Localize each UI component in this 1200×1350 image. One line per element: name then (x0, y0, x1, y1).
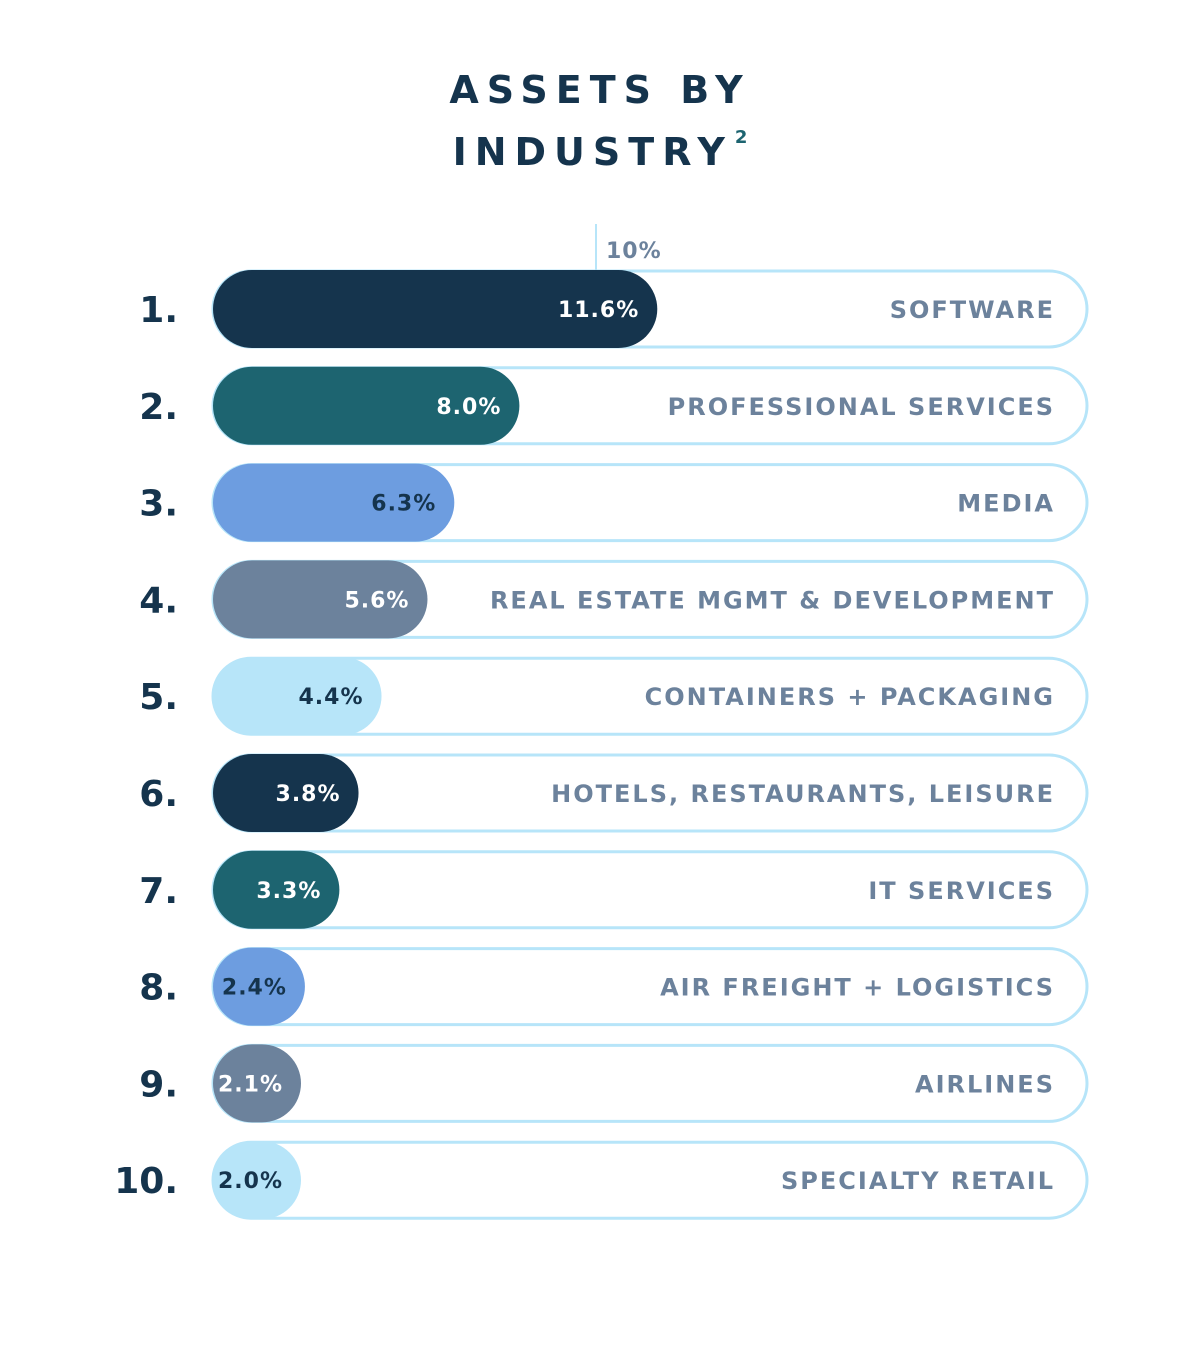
category-label: IT SERVICES (868, 877, 1055, 905)
bar-row: 2.4% AIR FREIGHT + LOGISTICS 8. (139, 947, 1089, 1027)
bar (213, 1141, 301, 1220)
category-label: SOFTWARE (890, 296, 1055, 324)
value-label: 3.3% (256, 879, 321, 904)
bar-row: 2.1% AIRLINES 9. (139, 1043, 1089, 1123)
value-label: 11.6% (558, 298, 639, 323)
value-label: 3.8% (276, 782, 341, 807)
category-label: PROFESSIONAL SERVICES (668, 393, 1055, 421)
bar (213, 754, 359, 832)
chart-title-line-1: ASSETS BY (449, 68, 751, 112)
category-label: REAL ESTATE MGMT & DEVELOPMENT (490, 586, 1055, 614)
rank-label: 3. (139, 484, 178, 525)
rank-label: 8. (139, 968, 178, 1009)
category-label: SPECIALTY RETAIL (781, 1167, 1055, 1195)
chart-title: ASSETS BY INDUSTRY 2 (0, 66, 1200, 176)
title-footnote-marker: 2 (734, 127, 748, 148)
bar-row: 11.6% SOFTWARE 1. (139, 269, 1089, 349)
bar-row: 5.6% REAL ESTATE MGMT & DEVELOPMENT 4. (139, 559, 1089, 639)
category-label: MEDIA (957, 490, 1055, 518)
category-label: AIRLINES (915, 1070, 1055, 1098)
rank-label: 4. (139, 580, 178, 621)
bar-row: 2.0% SPECIALTY RETAIL 10. (114, 1140, 1089, 1220)
bar-row: 4.4% CONTAINERS + PACKAGING 5. (139, 656, 1089, 736)
category-label: AIR FREIGHT + LOGISTICS (660, 974, 1055, 1002)
bar (213, 657, 382, 736)
bar-row: 6.3% MEDIA 3. (139, 463, 1089, 543)
bar (213, 270, 658, 348)
rank-label: 2. (139, 387, 178, 428)
bar-row: 3.3% IT SERVICES 7. (139, 850, 1089, 930)
bar (213, 1044, 301, 1123)
rank-label: 7. (139, 871, 178, 912)
rank-label: 5. (139, 677, 178, 718)
bar-row: 8.0% PROFESSIONAL SERVICES 2. (139, 366, 1089, 446)
value-label: 2.4% (222, 976, 287, 1001)
bar (213, 850, 340, 929)
value-label: 4.4% (299, 685, 364, 710)
rank-label: 6. (139, 774, 178, 815)
rank-label: 9. (139, 1064, 178, 1105)
category-label: CONTAINERS + PACKAGING (645, 683, 1055, 711)
rank-label: 10. (114, 1161, 178, 1202)
reference-line-label: 10% (606, 239, 662, 264)
bar (213, 560, 428, 639)
value-label: 2.1% (218, 1072, 283, 1097)
bar (213, 947, 305, 1026)
bar (213, 463, 455, 542)
chart-title-line-2-wrapper: INDUSTRY 2 (0, 114, 1200, 176)
value-label: 5.6% (344, 588, 409, 613)
bar-row: 3.8% HOTELS, RESTAURANTS, LEISURE 6. (139, 753, 1089, 833)
chart-title-line-2: INDUSTRY (452, 130, 733, 174)
rank-label: 1. (139, 290, 178, 331)
category-label: HOTELS, RESTAURANTS, LEISURE (551, 780, 1055, 808)
value-label: 2.0% (218, 1169, 283, 1194)
bar (213, 366, 520, 445)
value-label: 6.3% (371, 492, 436, 517)
value-label: 8.0% (436, 395, 501, 420)
